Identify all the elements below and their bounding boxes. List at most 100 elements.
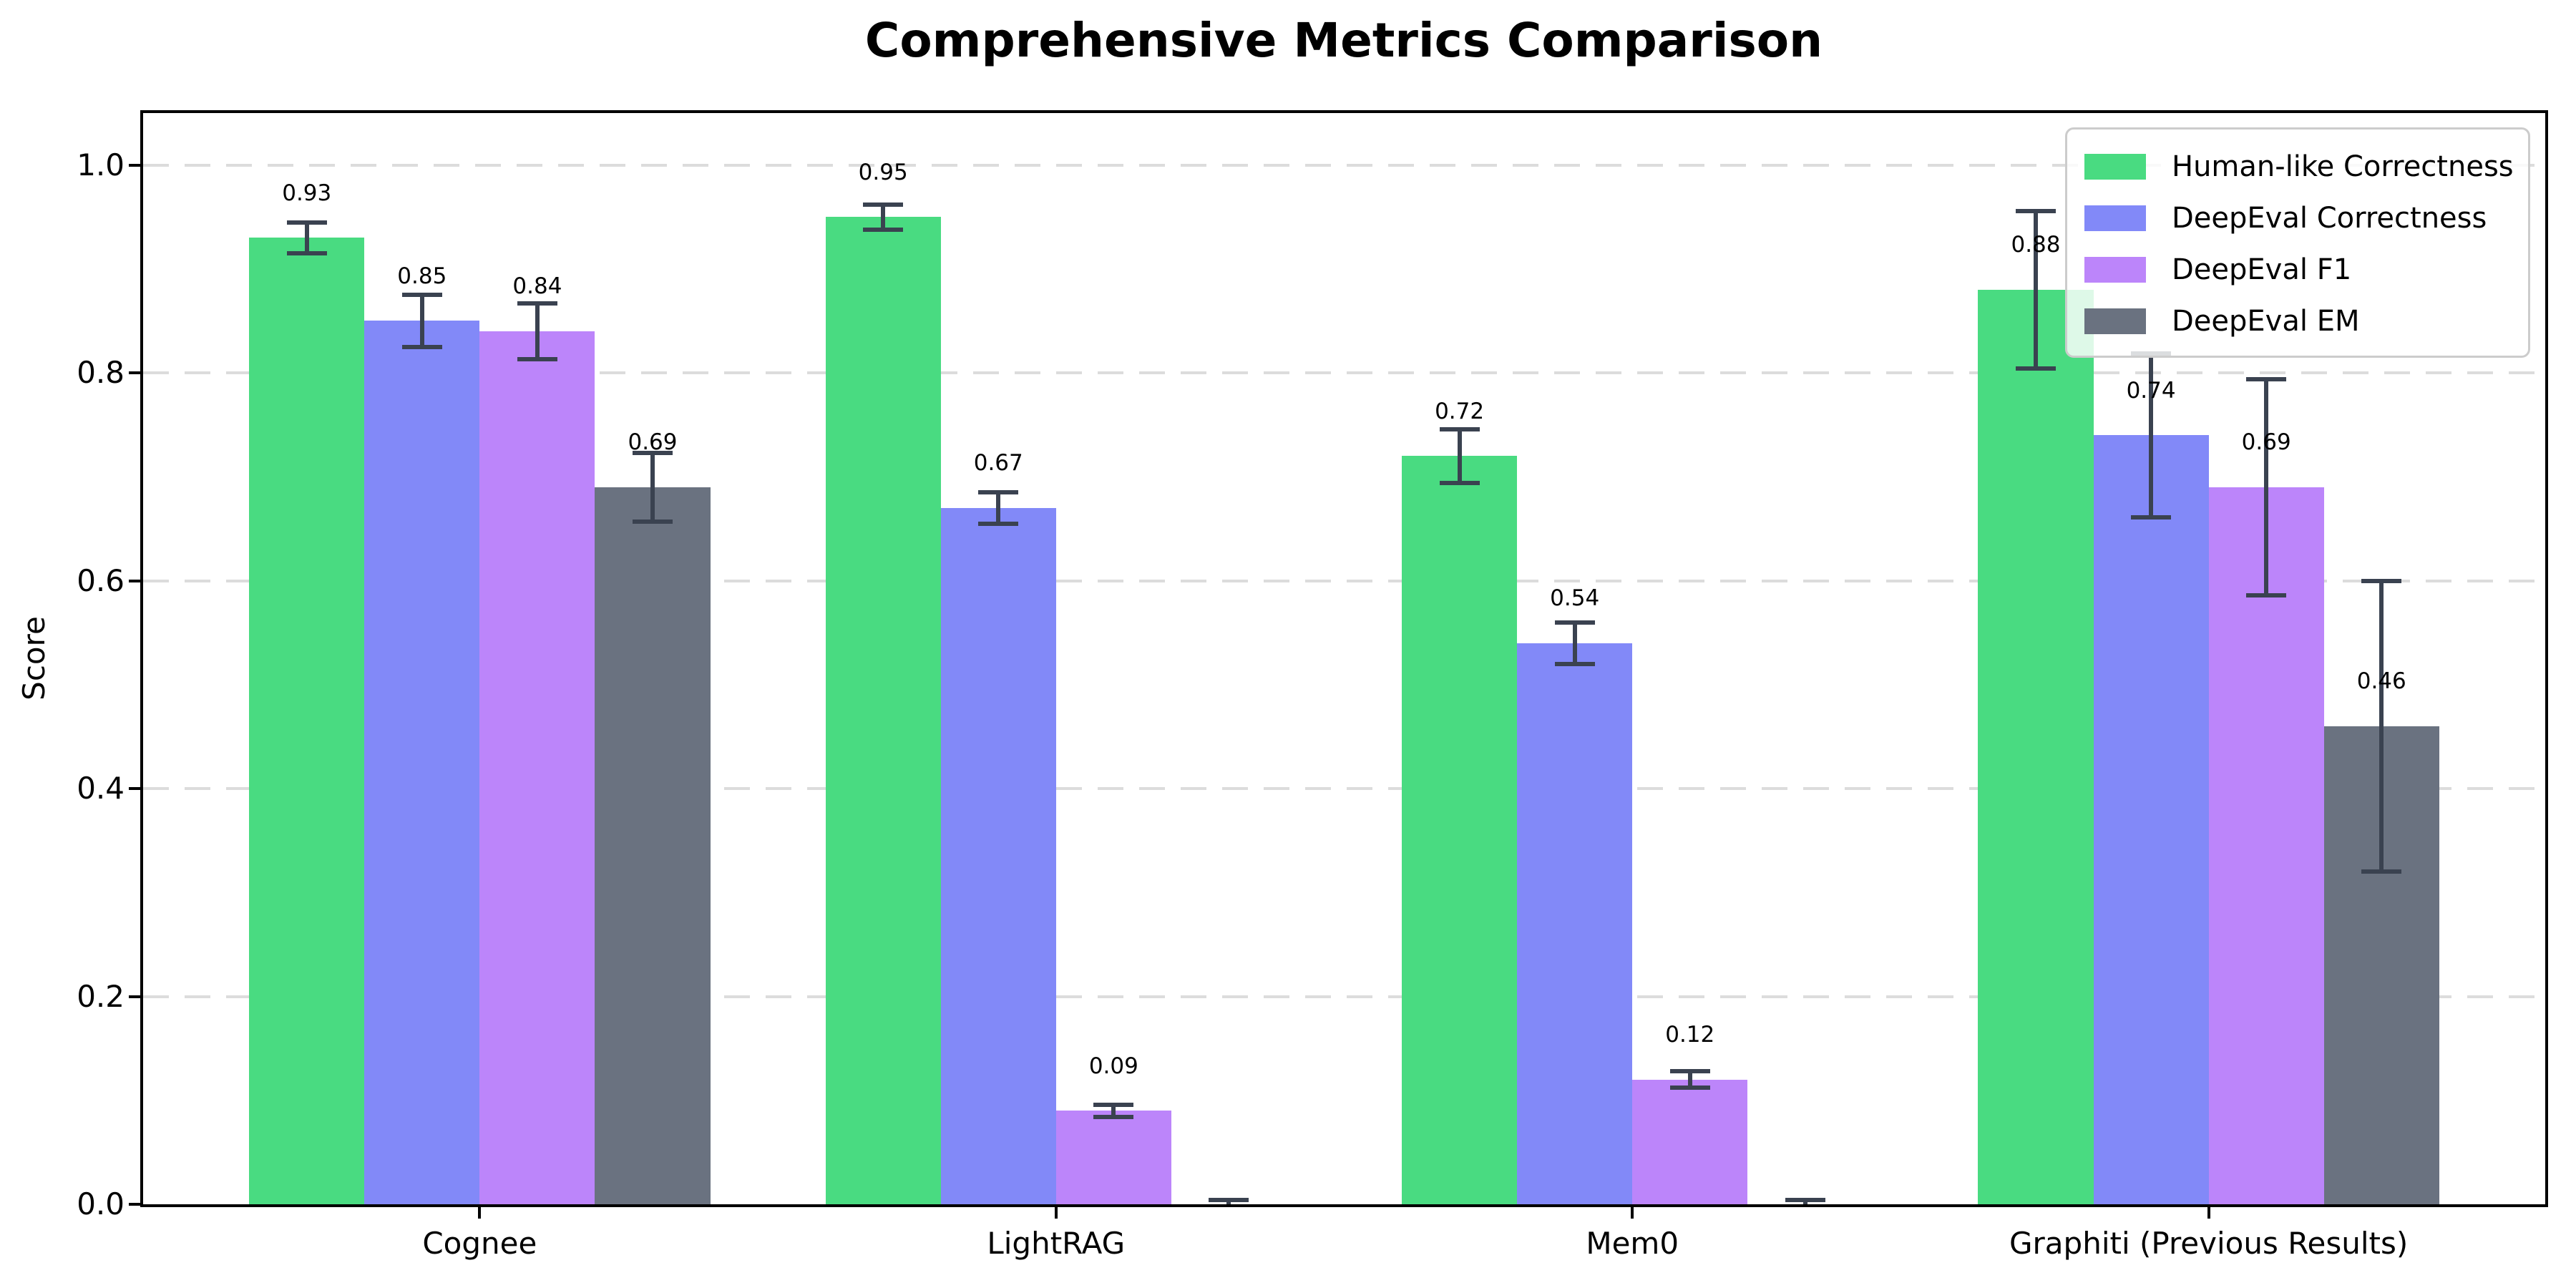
bottom-spine — [140, 1204, 2548, 1207]
gridline-0.4 — [143, 787, 2545, 791]
y-tick-mark-1.0 — [129, 163, 140, 167]
bar-s2-g1 — [1055, 1111, 1171, 1204]
bar-s1-g3 — [2093, 435, 2209, 1204]
x-tick-label-3: Graphiti (Previous Results) — [2009, 1226, 2409, 1261]
y-tick-label-0.2: 0.2 — [77, 978, 125, 1014]
bar-value-label: 0.09 — [1088, 1053, 1138, 1079]
x-tick-label-2: Mem0 — [1586, 1226, 1679, 1261]
error-cap-bottom-s1-g0 — [401, 344, 442, 349]
legend-item-label: DeepEval F1 — [2172, 253, 2352, 286]
bar-value-label: 0.69 — [2241, 429, 2291, 456]
error-cap-bottom-s3-g0 — [632, 519, 673, 524]
bar-value-label: 0.95 — [858, 159, 908, 185]
error-cap-top-s2-g3 — [2246, 376, 2287, 381]
gridline-0.8 — [143, 371, 2545, 375]
error-cap-top-s2-g0 — [517, 301, 557, 306]
legend-swatch-1 — [2084, 205, 2146, 231]
legend-swatch-3 — [2084, 308, 2146, 334]
plot-area: 0.93 0.95 0.72 0.88 0.85 0.67 0.54 0.74 0.84 0.09… — [143, 113, 2545, 1204]
gridline-0.2 — [143, 995, 2545, 998]
y-tick-mark-0.0 — [129, 1203, 140, 1206]
bar-value-label: 0.93 — [282, 180, 332, 206]
y-tick-label-0.8: 0.8 — [77, 355, 125, 391]
error-cap-bottom-s3-g3 — [2361, 869, 2402, 874]
error-bar-s1-g1 — [996, 492, 1001, 524]
error-cap-bottom-s1-g3 — [2131, 514, 2172, 519]
bar-value-label: 0.74 — [2126, 377, 2176, 404]
error-cap-top-s2-g1 — [1093, 1102, 1134, 1107]
bar-value-label: 0.46 — [2356, 668, 2406, 695]
legend-item-label: DeepEval Correctness — [2172, 202, 2487, 235]
bar-s1-g0 — [364, 321, 480, 1204]
y-tick-mark-0.4 — [129, 787, 140, 791]
y-tick-mark-0.8 — [129, 371, 140, 375]
error-cap-top-s0-g2 — [1439, 426, 1480, 431]
error-bar-s2-g1 — [1111, 1104, 1116, 1117]
error-cap-bottom-s0-g0 — [286, 251, 327, 256]
error-cap-top-s1-g0 — [401, 293, 442, 298]
legend-item-0: Human-like Correctness — [2084, 141, 2528, 192]
y-tick-mark-0.2 — [129, 995, 140, 998]
bar-value-label: 0.54 — [1550, 585, 1600, 612]
legend-item-label: Human-like Correctness — [2172, 150, 2514, 183]
gridline-0.6 — [143, 579, 2545, 582]
error-cap-top-s3-g2 — [1785, 1198, 1825, 1203]
error-cap-bottom-s0-g2 — [1439, 481, 1480, 486]
legend-item-label: DeepEval EM — [2172, 305, 2360, 338]
bar-s0-g1 — [825, 217, 941, 1204]
bar-value-label: 0.85 — [397, 263, 447, 289]
bar-s1-g2 — [1517, 643, 1633, 1204]
top-spine — [140, 110, 2548, 113]
error-bar-s1-g3 — [2149, 353, 2154, 517]
bar-s0-g3 — [1978, 289, 2094, 1204]
error-cap-top-s3-g3 — [2361, 578, 2402, 583]
error-bar-s3-g0 — [650, 452, 655, 522]
error-bar-s1-g2 — [1572, 622, 1577, 664]
y-tick-label-0.0: 0.0 — [77, 1186, 125, 1221]
x-tick-mark-3 — [2207, 1207, 2210, 1219]
error-bar-s1-g0 — [419, 295, 424, 347]
error-cap-bottom-s0-g3 — [2016, 366, 2056, 371]
bar-value-label: 0.84 — [512, 273, 562, 300]
error-cap-top-s1-g1 — [978, 490, 1019, 495]
bar-value-label: 0.67 — [973, 450, 1023, 477]
y-tick-label-0.4: 0.4 — [77, 771, 125, 806]
error-bar-s3-g3 — [2379, 580, 2384, 872]
bar-value-label: 0.88 — [2011, 232, 2061, 258]
error-cap-top-s1-g2 — [1554, 620, 1595, 625]
error-cap-bottom-s1-g2 — [1554, 661, 1595, 666]
error-cap-top-s0-g3 — [2016, 208, 2056, 213]
x-tick-label-1: LightRAG — [987, 1226, 1126, 1261]
error-cap-bottom-s2-g1 — [1093, 1115, 1134, 1119]
error-cap-top-s0-g0 — [286, 220, 327, 225]
error-bar-s2-g0 — [535, 303, 540, 360]
bar-value-label: 0.12 — [1665, 1022, 1715, 1048]
legend-swatch-0 — [2084, 154, 2146, 180]
legend-item-2: DeepEval F1 — [2084, 244, 2528, 296]
legend-swatch-2 — [2084, 257, 2146, 283]
right-spine — [2545, 110, 2548, 1207]
error-cap-top-s3-g1 — [1209, 1198, 1249, 1203]
error-bar-s2-g2 — [1687, 1071, 1692, 1088]
error-bar-s0-g0 — [304, 222, 309, 254]
bar-s3-g0 — [595, 487, 711, 1204]
error-bar-s0-g1 — [881, 204, 886, 230]
gridline-1.0 — [143, 163, 2545, 167]
error-cap-bottom-s1-g1 — [978, 521, 1019, 526]
error-cap-top-s2-g2 — [1669, 1069, 1710, 1074]
error-cap-bottom-s2-g0 — [517, 357, 557, 362]
bar-value-label: 0.72 — [1435, 398, 1485, 424]
bar-value-label: 0.69 — [628, 429, 678, 456]
bar-s0-g0 — [249, 238, 365, 1204]
left-spine — [140, 110, 143, 1207]
y-tick-label-0.6: 0.6 — [77, 562, 125, 598]
y-tick-mark-0.6 — [129, 579, 140, 582]
x-tick-label-0: Cognee — [422, 1226, 537, 1261]
bar-s2-g2 — [1632, 1079, 1748, 1204]
x-tick-mark-0 — [478, 1207, 482, 1219]
bar-s1-g1 — [940, 507, 1056, 1204]
legend-item-3: DeepEval EM — [2084, 296, 2528, 347]
legend-item-1: DeepEval Correctness — [2084, 192, 2528, 244]
error-cap-bottom-s0-g1 — [863, 227, 904, 232]
error-bar-s0-g3 — [2034, 210, 2038, 369]
